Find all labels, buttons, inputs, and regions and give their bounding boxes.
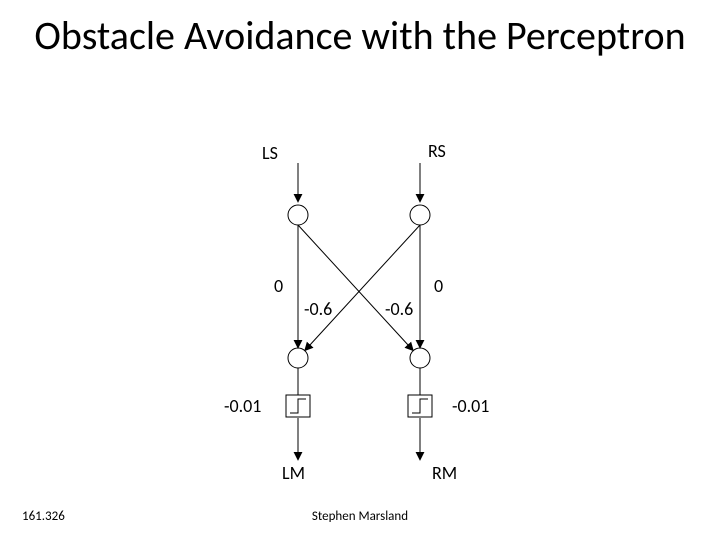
perceptron-diagram: [0, 0, 720, 540]
label-rs: RS: [428, 140, 446, 162]
weight-left-self: 0: [274, 275, 283, 297]
label-ls: LS: [262, 142, 278, 164]
label-lm: LM: [282, 462, 305, 484]
label-rm: RM: [432, 462, 457, 484]
footer-author: Stephen Marsland: [0, 509, 720, 524]
weight-left-cross: -0.6: [304, 298, 332, 320]
slide: Obstacle Avoidance with the Perceptron L…: [0, 0, 720, 540]
threshold-left: -0.01: [224, 395, 261, 417]
weight-right-self: 0: [434, 275, 443, 297]
threshold-right: -0.01: [452, 395, 489, 417]
weight-right-cross: -0.6: [385, 298, 413, 320]
